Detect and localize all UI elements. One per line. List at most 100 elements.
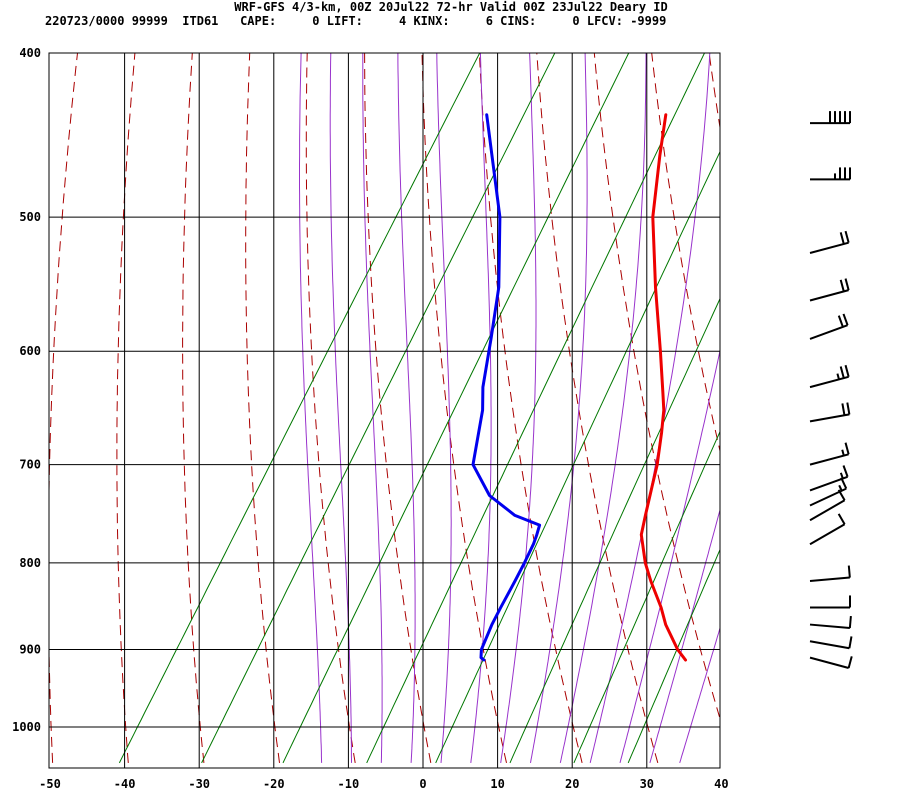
- mixing-ratio-line: [118, 53, 481, 764]
- moist-adiabat-line: [436, 53, 452, 763]
- background-thermo-lines: [49, 53, 900, 764]
- wind-barb-staff: [809, 241, 849, 254]
- wind-barb-feather: [836, 373, 840, 380]
- wind-barb-feather: [844, 364, 850, 378]
- wind-barb-staff: [809, 656, 849, 669]
- chart-title: WRF-GFS 4/3-km, 00Z 20Jul22 72-hr Valid …: [234, 0, 667, 14]
- mixing-ratio-line: [435, 150, 720, 764]
- moist-adiabat-line: [329, 53, 352, 763]
- x-tick-label: -10: [338, 777, 360, 791]
- moist-adiabat-line: [559, 53, 647, 764]
- x-tick-label: 20: [565, 777, 579, 791]
- wind-barb-feather: [846, 402, 851, 415]
- wind-barb-staff: [809, 375, 849, 389]
- wind-barb-feather: [837, 513, 846, 525]
- x-tick-label: 40: [714, 777, 728, 791]
- wind-barb: [810, 595, 851, 609]
- sounding-traces: [471, 113, 687, 662]
- y-tick-label: 900: [19, 642, 41, 656]
- x-tick-label: -30: [188, 777, 210, 791]
- wind-barb: [809, 313, 849, 340]
- wind-barb-feather: [847, 565, 851, 578]
- wind-barb-feather: [841, 449, 845, 456]
- moist-adiabat-line: [649, 508, 720, 764]
- wind-barb-staff: [809, 453, 849, 466]
- wind-barb: [809, 565, 851, 583]
- y-tick-label: 700: [19, 458, 41, 472]
- mixing-ratio-line: [509, 297, 720, 764]
- x-tick-label: 10: [490, 777, 504, 791]
- moist-adiabat-line: [679, 626, 720, 764]
- wind-barb: [809, 513, 846, 546]
- x-tick-label: 30: [640, 777, 654, 791]
- dry-adiabat-line: [536, 53, 659, 764]
- x-tick-label: -40: [114, 777, 136, 791]
- dry-adiabat-line: [824, 53, 900, 763]
- y-tick-label: 800: [19, 556, 41, 570]
- wind-barb: [810, 111, 851, 125]
- wind-barb-staff: [809, 499, 846, 522]
- wind-barb: [809, 364, 850, 389]
- dry-adiabat-line: [182, 53, 205, 763]
- wind-barb-feather: [844, 230, 850, 243]
- dry-adiabat-line: [116, 53, 136, 763]
- y-tick-label: 400: [19, 46, 41, 60]
- wind-barb: [809, 442, 850, 466]
- mixing-ratio-line: [366, 53, 705, 764]
- moist-adiabat-line: [500, 53, 537, 763]
- dry-adiabat-line: [245, 53, 280, 763]
- mixing-ratio-line: [201, 53, 556, 764]
- wind-barb-staff: [809, 576, 850, 583]
- moist-adiabat-line: [619, 348, 720, 764]
- station-indices-line: 220723/0000 99999 ITD61 CAPE: 0 LIFT: 4 …: [45, 14, 666, 28]
- mixing-ratio-line: [282, 53, 630, 764]
- wind-barb-feather: [842, 465, 849, 478]
- wind-barb-feather: [839, 472, 844, 479]
- x-tick-label: -20: [263, 777, 285, 791]
- x-tick-label: -50: [39, 777, 61, 791]
- axis-tick-labels: -50 -40 -30 -20 -10 0 10 20 30 40 400 500 600 700 800 9…: [12, 46, 729, 791]
- dry-adiabat-line: [305, 53, 356, 763]
- dry-adiabat-line: [651, 53, 720, 454]
- dewpoint-trace: [471, 113, 542, 662]
- wind-barb-feather: [844, 442, 850, 455]
- wind-barb-staff: [809, 413, 850, 423]
- wind-barb-feather: [839, 279, 845, 292]
- moist-adiabat-line: [589, 53, 711, 764]
- dry-adiabat-line: [708, 53, 720, 131]
- pressure-temperature-grid: [48, 52, 721, 769]
- y-tick-label: 1000: [12, 720, 41, 734]
- wind-barb-feather: [841, 403, 846, 416]
- moist-adiabat-line: [299, 53, 323, 763]
- dry-adiabat-line: [478, 53, 583, 764]
- wind-barb-staff: [809, 640, 850, 650]
- wind-barb-feather: [837, 489, 846, 501]
- x-tick-label: 0: [419, 777, 426, 791]
- wind-barb: [809, 489, 846, 522]
- dry-adiabat-line: [49, 53, 78, 763]
- wind-barb-staff: [809, 523, 846, 546]
- dry-adiabat-line: [767, 53, 900, 763]
- wind-barb: [809, 278, 850, 302]
- wind-barb-staff: [809, 324, 848, 340]
- mixing-ratio-line: [627, 548, 720, 764]
- mixing-ratio-line: [573, 430, 720, 764]
- y-tick-label: 500: [19, 210, 41, 224]
- wind-barb-feather: [839, 232, 845, 245]
- wind-barb: [809, 616, 852, 630]
- wind-barb-feather: [838, 484, 843, 492]
- wind-barb-feather: [840, 477, 848, 490]
- wind-barb: [809, 636, 853, 650]
- wind-barb: [809, 402, 851, 423]
- wind-barb-feather: [847, 656, 853, 669]
- dry-adiabat-line: [421, 53, 507, 764]
- wind-barb-staff: [809, 623, 850, 630]
- wind-barb-feather: [844, 278, 850, 291]
- wind-barb-feather: [848, 616, 852, 629]
- dry-adiabat-line: [364, 53, 432, 763]
- wind-barb: [810, 167, 851, 181]
- moist-adiabat-line: [397, 53, 416, 763]
- dry-adiabat-line: [593, 53, 720, 721]
- dry-adiabat-line: [881, 53, 900, 763]
